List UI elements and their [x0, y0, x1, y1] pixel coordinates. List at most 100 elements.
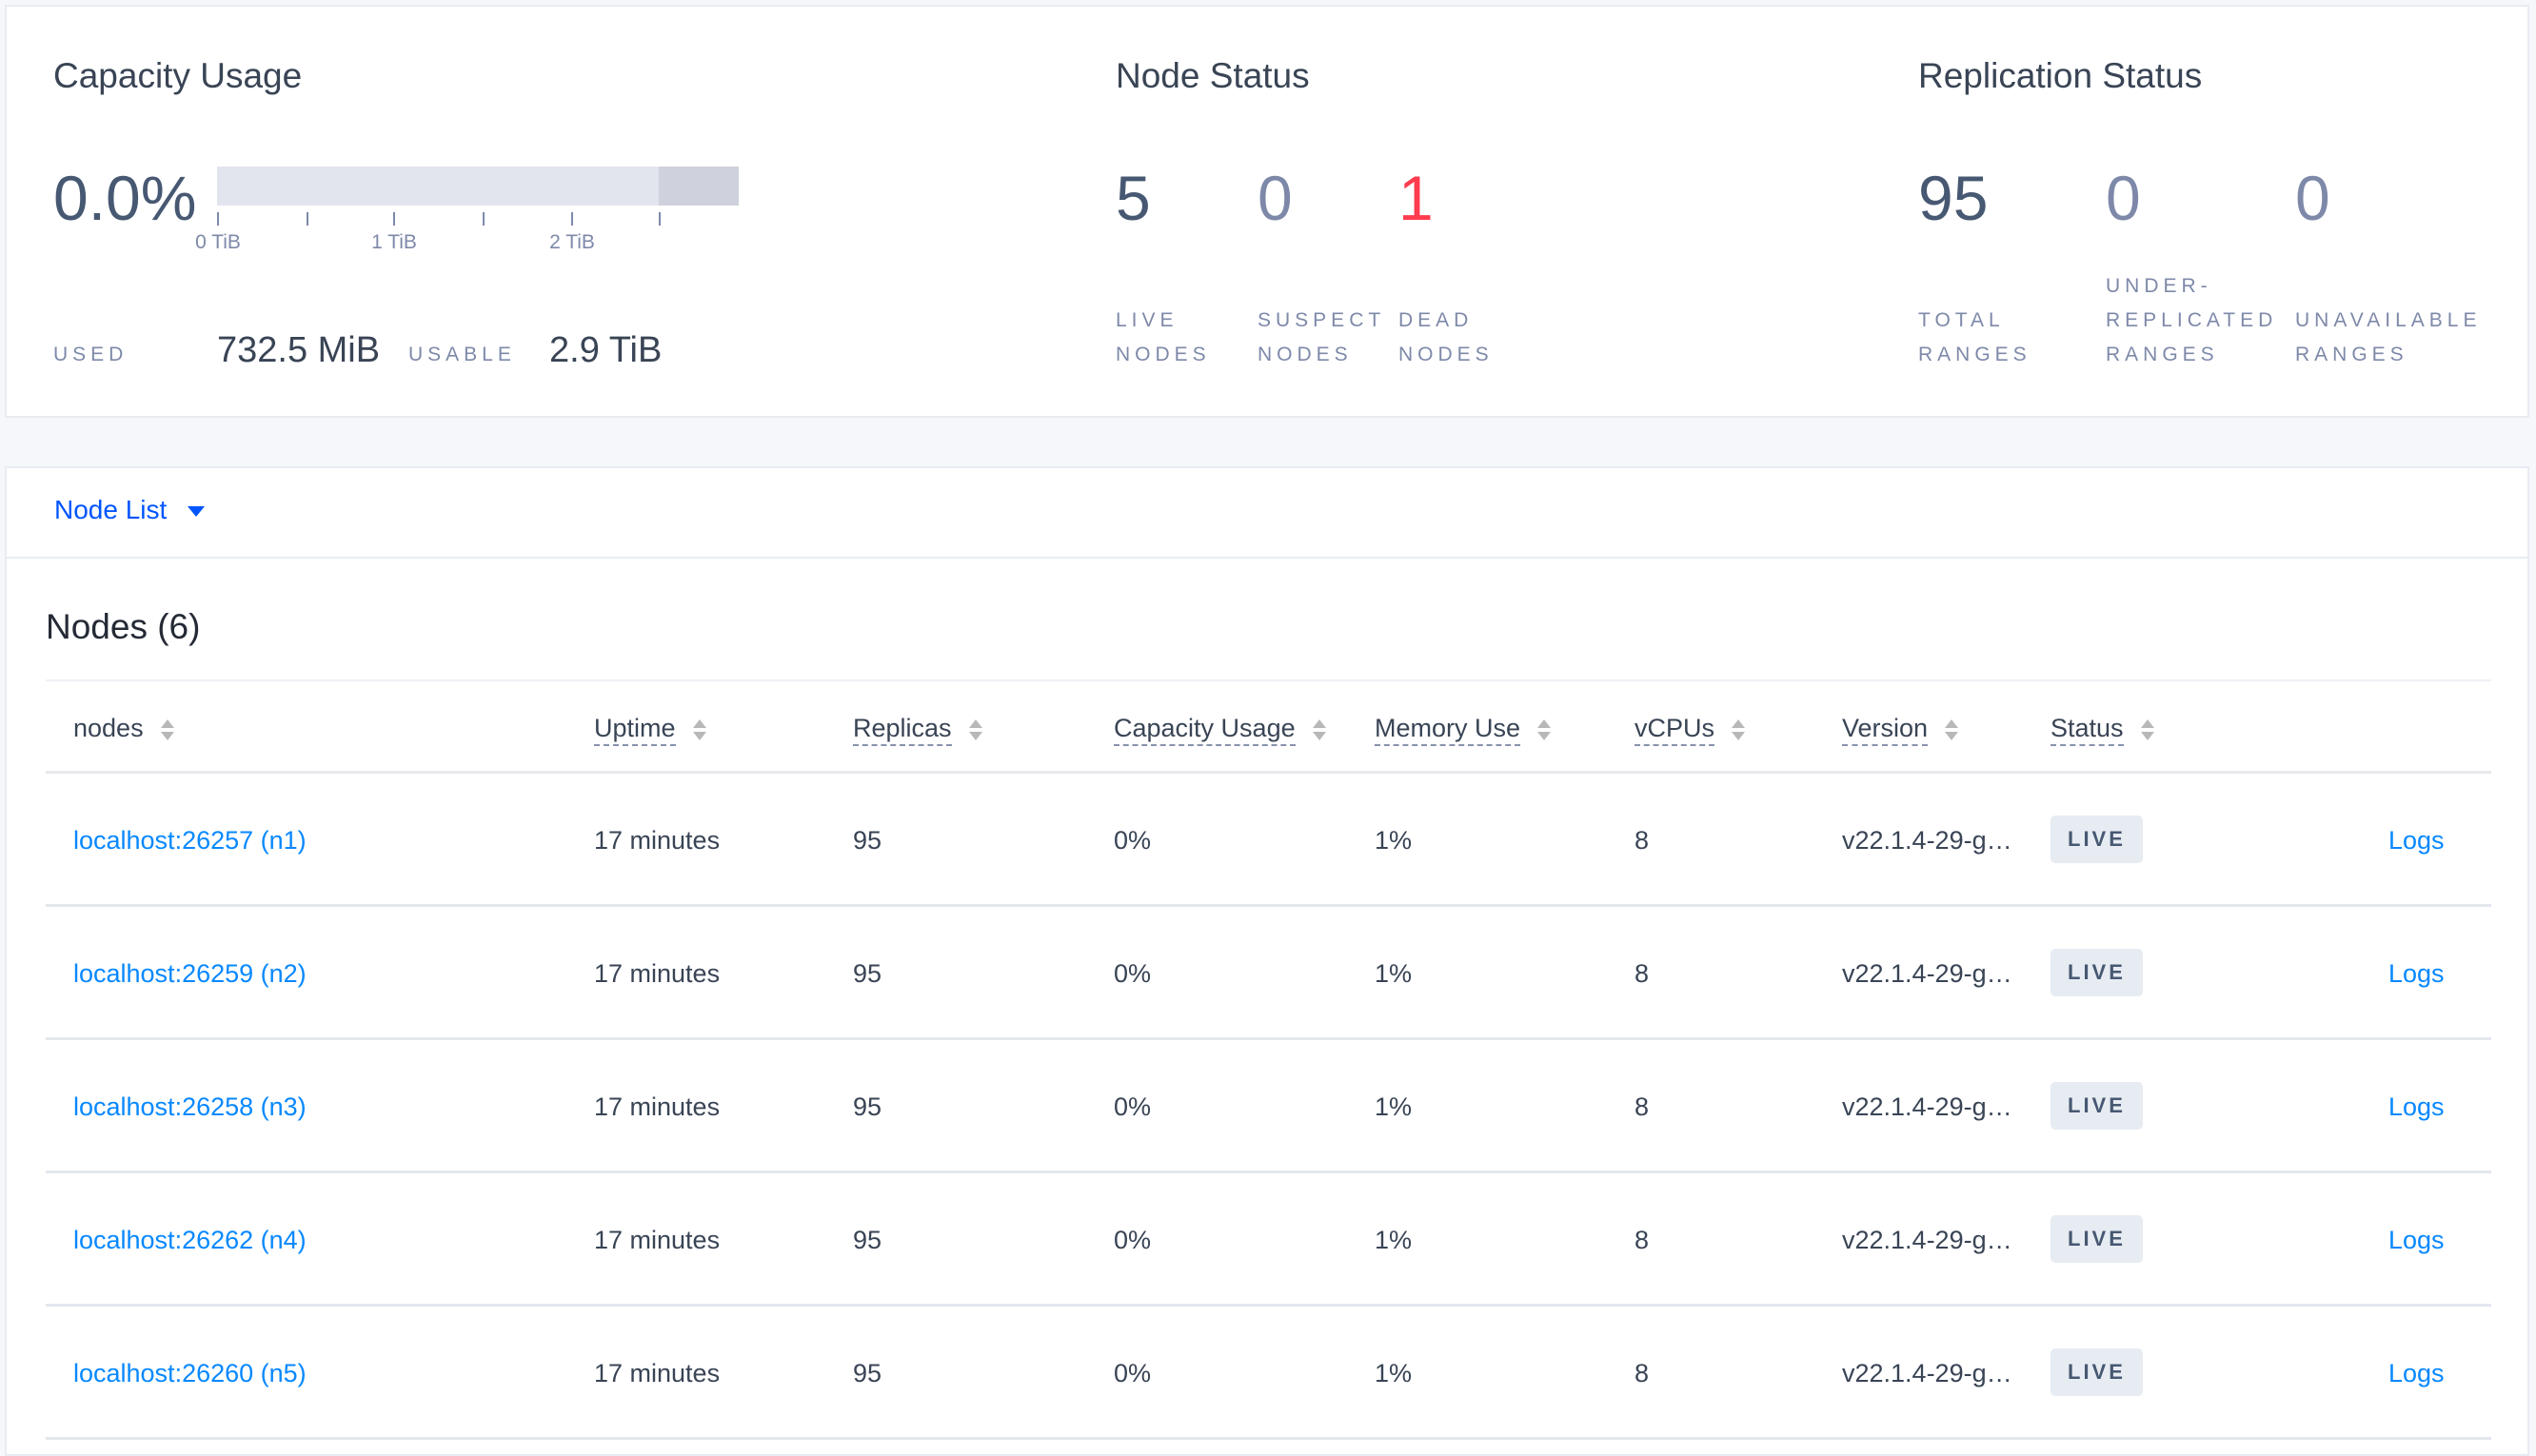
column-header-replicas[interactable]: Replicas [853, 714, 982, 746]
sort-icon[interactable] [2140, 718, 2154, 740]
node-status-label: NODES [1116, 344, 1211, 365]
column-header-nodes[interactable]: nodes [73, 714, 174, 743]
sort-up-icon [1732, 718, 1746, 728]
node-status-label: DEAD [1398, 309, 1474, 331]
replication-status-title: Replication Status [1918, 56, 2203, 95]
capacity-percent: 0.0% [53, 163, 197, 233]
column-header-label: vCPUs [1635, 714, 1715, 746]
logs-link[interactable]: Logs [2388, 959, 2445, 988]
sort-up-icon [968, 718, 982, 728]
bar-tick [571, 212, 573, 226]
replication-label: RANGES [2295, 344, 2408, 365]
used-value: 732.5 MiB [217, 330, 381, 370]
table-row: localhost:26257 (n1) 17 minutes 95 0% 1% 8 v22… [46, 774, 2491, 907]
caret-down-icon [188, 506, 206, 518]
sort-down-icon [968, 731, 982, 740]
node-link[interactable]: localhost:26260 (n5) [73, 1359, 307, 1387]
status-badge: LIVE [2051, 949, 2143, 996]
column-header-label: Uptime [594, 714, 676, 746]
sort-down-icon [692, 731, 706, 740]
status-badge: LIVE [2051, 1348, 2143, 1396]
usable-label: USABLE [408, 344, 516, 365]
sort-up-icon [1537, 718, 1552, 728]
node-status-value: 0 [1258, 163, 1293, 233]
cell-replicas: 95 [853, 1092, 882, 1121]
node-list-header: Node List [7, 468, 2527, 559]
node-status-label: NODES [1258, 344, 1353, 365]
cell-replicas: 95 [853, 959, 882, 988]
replication-value: 0 [2106, 163, 2141, 233]
logs-link[interactable]: Logs [2388, 1359, 2445, 1387]
cell-vcpus: 8 [1635, 959, 1650, 988]
cell-capacity: 0% [1114, 1226, 1152, 1254]
cell-capacity: 0% [1114, 826, 1152, 855]
bar-tick-label: 2 TiB [549, 231, 595, 253]
sort-down-icon [1732, 731, 1746, 740]
bar-tick [307, 212, 308, 226]
column-header-memory-use[interactable]: Memory Use [1375, 714, 1552, 746]
sort-down-icon [1312, 731, 1326, 740]
column-header-version[interactable]: Version [1842, 714, 1959, 746]
node-list-panel: Node List Nodes (6) nodes Uptime Replicas C… [5, 466, 2529, 1456]
cell-uptime: 17 minutes [594, 959, 721, 988]
column-header-capacity-usage[interactable]: Capacity Usage [1114, 714, 1326, 746]
replication-value: 0 [2295, 163, 2330, 233]
column-header-label: Capacity Usage [1114, 714, 1296, 746]
capacity-bar-remainder [658, 167, 739, 206]
cell-version: v22.1.4-29-g… [1842, 1359, 2012, 1387]
node-list-dropdown[interactable]: Node List [54, 495, 206, 525]
column-header-label: nodes [73, 714, 144, 742]
cell-memory: 1% [1375, 1359, 1413, 1387]
table-header: nodes Uptime Replicas Capacity Usage Memory … [46, 679, 2491, 774]
node-link[interactable]: localhost:26257 (n1) [73, 826, 307, 855]
node-link[interactable]: localhost:26262 (n4) [73, 1226, 307, 1254]
logs-link[interactable]: Logs [2388, 1092, 2445, 1121]
column-header-label: Version [1842, 714, 1929, 746]
cell-memory: 1% [1375, 959, 1413, 988]
cell-version: v22.1.4-29-g… [1842, 1226, 2012, 1254]
column-header-status[interactable]: Status [2051, 714, 2154, 746]
cell-uptime: 17 minutes [594, 1092, 721, 1121]
status-badge: LIVE [2051, 1082, 2143, 1130]
cell-vcpus: 8 [1635, 1092, 1650, 1121]
node-link[interactable]: localhost:26259 (n2) [73, 959, 307, 988]
bar-tick-label: 0 TiB [195, 231, 241, 253]
replication-label: REPLICATED [2106, 309, 2278, 331]
node-status-label: LIVE [1116, 309, 1179, 331]
replication-label: UNDER- [2106, 275, 2212, 297]
node-status-label: SUSPECT [1258, 309, 1386, 331]
sort-down-icon [2140, 731, 2154, 740]
replication-label: UNAVAILABLE [2295, 309, 2482, 331]
node-link[interactable]: localhost:26258 (n3) [73, 1092, 307, 1121]
table-row: localhost:26262 (n4) 17 minutes 95 0% 1% 8 v22… [46, 1173, 2491, 1307]
node-status-value: 1 [1398, 163, 1434, 233]
cell-replicas: 95 [853, 826, 882, 855]
sort-icon[interactable] [1945, 718, 1959, 740]
cell-vcpus: 8 [1635, 1226, 1650, 1254]
cell-replicas: 95 [853, 1226, 882, 1254]
sort-icon[interactable] [160, 718, 174, 740]
cell-memory: 1% [1375, 1092, 1413, 1121]
cell-uptime: 17 minutes [594, 1359, 721, 1387]
column-header-vcpus[interactable]: vCPUs [1635, 714, 1746, 746]
cell-memory: 1% [1375, 826, 1413, 855]
nodes-title: Nodes (6) [46, 607, 201, 646]
node-status-title: Node Status [1116, 56, 1310, 95]
status-badge: LIVE [2051, 1215, 2143, 1263]
sort-icon[interactable] [968, 718, 982, 740]
column-header-label: Status [2051, 714, 2124, 746]
sort-icon[interactable] [1312, 718, 1326, 740]
sort-icon[interactable] [692, 718, 706, 740]
logs-link[interactable]: Logs [2388, 826, 2445, 855]
capacity-bar [217, 167, 739, 206]
bar-tick-label: 1 TiB [371, 231, 417, 253]
cell-uptime: 17 minutes [594, 826, 721, 855]
logs-link[interactable]: Logs [2388, 1226, 2445, 1254]
cell-uptime: 17 minutes [594, 1226, 721, 1254]
replication-label: RANGES [1918, 344, 2031, 365]
column-header-uptime[interactable]: Uptime [594, 714, 706, 746]
node-status-label: NODES [1398, 344, 1494, 365]
sort-icon[interactable] [1537, 718, 1552, 740]
status-badge: LIVE [2051, 816, 2143, 863]
sort-icon[interactable] [1732, 718, 1746, 740]
